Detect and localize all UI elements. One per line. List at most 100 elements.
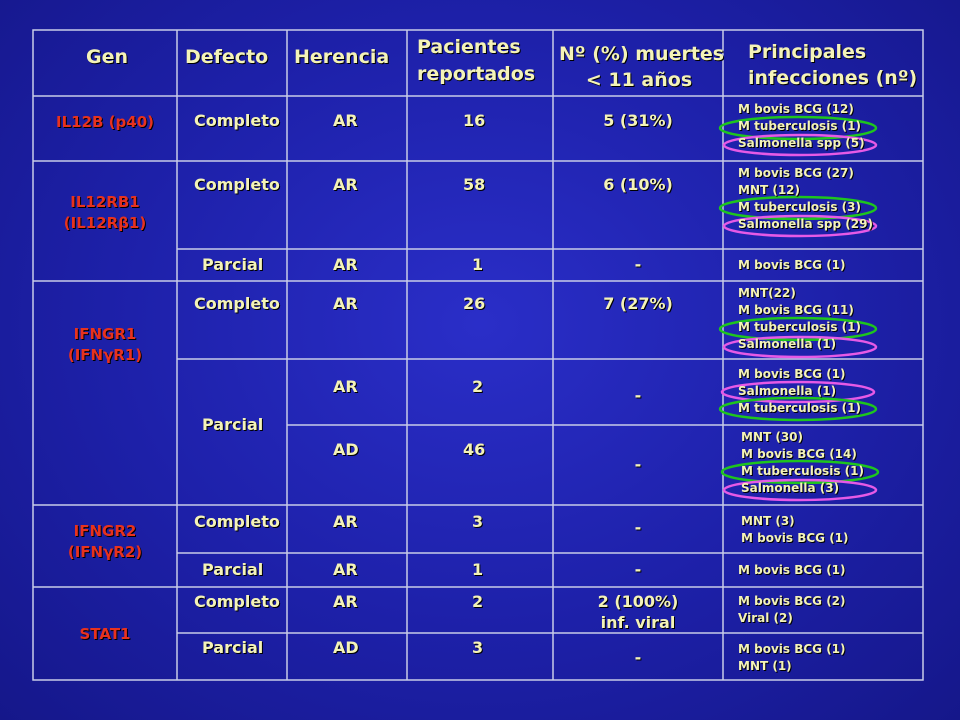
infection-item: M bovis BCG (1) bbox=[738, 367, 846, 381]
cell-defecto: Completo bbox=[194, 512, 280, 531]
cell-herencia: AR bbox=[333, 175, 358, 194]
infection-item: Salmonella (3) bbox=[741, 481, 840, 495]
infection-item: MNT (1) bbox=[738, 659, 792, 673]
highlight-ellipse-green bbox=[720, 459, 880, 485]
cell-infecciones: MNT (3) M bovis BCG (1) bbox=[741, 513, 849, 547]
header-infecciones-2: infecciones (nº) bbox=[748, 67, 918, 89]
highlight-ellipse-magenta bbox=[722, 478, 878, 502]
infection-item: Salmonella (1) bbox=[738, 384, 837, 398]
cell-muertes: 5 (31%) bbox=[603, 111, 673, 130]
header-muertes-1: Nº (%) muertes bbox=[559, 43, 725, 65]
cell-infecciones: M bovis BCG (2) Viral (2) bbox=[738, 593, 846, 627]
cell-pacientes: 1 bbox=[472, 560, 484, 579]
highlight-ellipse-magenta bbox=[720, 380, 876, 404]
cell-herencia: AR bbox=[333, 560, 358, 579]
header-pacientes-1: Pacientes bbox=[417, 36, 521, 58]
infection-item: M bovis BCG (1) bbox=[741, 531, 849, 545]
cell-muertes: - bbox=[634, 518, 642, 537]
cell-muertes-note: inf. viral bbox=[600, 613, 676, 632]
cell-infecciones: M bovis BCG (12) M tuberculosis (1) Salm… bbox=[738, 101, 865, 152]
cell-herencia: AD bbox=[333, 440, 359, 459]
header-herencia: Herencia bbox=[294, 46, 390, 68]
header-muertes-2: < 11 años bbox=[585, 69, 693, 91]
infection-item: M bovis BCG (14) bbox=[741, 447, 857, 461]
highlight-ellipse-magenta bbox=[722, 335, 878, 359]
infection-item: M tuberculosis (1) bbox=[738, 320, 861, 334]
cell-muertes: - bbox=[634, 255, 642, 274]
infection-item: Salmonella (1) bbox=[738, 337, 837, 351]
cell-infecciones: M bovis BCG (1) bbox=[738, 562, 846, 579]
cell-defecto: Parcial bbox=[202, 638, 264, 657]
cell-infecciones: M bovis BCG (1) bbox=[738, 257, 846, 274]
header-gen: Gen bbox=[86, 46, 129, 68]
cell-defecto: Parcial bbox=[202, 415, 264, 434]
cell-infecciones: M bovis BCG (27) MNT (12) M tuberculosis… bbox=[738, 165, 873, 233]
infection-item: M bovis BCG (11) bbox=[738, 303, 854, 317]
cell-pacientes: 26 bbox=[463, 294, 486, 313]
infection-item: M tuberculosis (1) bbox=[738, 119, 861, 133]
gene-ifngr1: IFNGR1 bbox=[73, 325, 137, 343]
infection-item: MNT (30) bbox=[741, 430, 804, 444]
cell-pacientes: 46 bbox=[463, 440, 486, 459]
cell-pacientes: 58 bbox=[463, 175, 486, 194]
cell-defecto: Completo bbox=[194, 294, 280, 313]
infection-item: M bovis BCG (1) bbox=[738, 258, 846, 272]
infection-item: M bovis BCG (1) bbox=[738, 563, 846, 577]
cell-muertes: - bbox=[634, 455, 642, 474]
infection-item: M bovis BCG (2) bbox=[738, 594, 846, 608]
infection-item: M tuberculosis (1) bbox=[741, 464, 864, 478]
infection-item: M tuberculosis (1) bbox=[738, 401, 861, 415]
cell-muertes: 7 (27%) bbox=[603, 294, 673, 313]
infection-item: M bovis BCG (12) bbox=[738, 102, 854, 116]
highlight-ellipse-green bbox=[718, 195, 878, 221]
cell-herencia: AR bbox=[333, 512, 358, 531]
infection-item: M bovis BCG (27) bbox=[738, 166, 854, 180]
cell-infecciones: M bovis BCG (1) Salmonella (1) M tubercu… bbox=[738, 366, 861, 417]
cell-pacientes: 3 bbox=[472, 512, 484, 531]
cell-infecciones: MNT(22) M bovis BCG (11) M tuberculosis … bbox=[738, 285, 861, 353]
highlight-ellipse-green bbox=[718, 115, 878, 141]
cell-herencia: AR bbox=[333, 111, 358, 130]
infection-item: Salmonella spp (5) bbox=[738, 136, 865, 150]
cell-pacientes: 2 bbox=[472, 377, 484, 396]
cell-herencia: AR bbox=[333, 294, 358, 313]
gene-il12b: IL12B (p40) bbox=[56, 113, 154, 131]
infection-item: MNT(22) bbox=[738, 286, 796, 300]
cell-muertes: 2 (100%) bbox=[597, 592, 679, 611]
cell-infecciones: M bovis BCG (1) MNT (1) bbox=[738, 641, 846, 675]
cell-pacientes: 16 bbox=[463, 111, 486, 130]
cell-herencia: AD bbox=[333, 638, 359, 657]
highlight-ellipse-magenta bbox=[722, 133, 878, 157]
highlight-ellipse-green bbox=[718, 316, 878, 342]
gene-ifngr2-alias: (IFNγR2) bbox=[67, 543, 143, 561]
header-defecto: Defecto bbox=[185, 46, 269, 68]
header-infecciones-1: Principales bbox=[748, 41, 867, 63]
cell-herencia: AR bbox=[333, 377, 358, 396]
highlight-ellipse-green bbox=[718, 396, 878, 422]
header-pacientes-2: reportados bbox=[417, 63, 536, 85]
infection-item: M bovis BCG (1) bbox=[738, 642, 846, 656]
cell-defecto: Completo bbox=[194, 592, 280, 611]
cell-muertes: 6 (10%) bbox=[603, 175, 673, 194]
gene-stat1: STAT1 bbox=[79, 625, 131, 643]
cell-pacientes: 1 bbox=[472, 255, 484, 274]
cell-herencia: AR bbox=[333, 255, 358, 274]
highlight-ellipse-magenta bbox=[722, 214, 878, 238]
gene-ifngr2: IFNGR2 bbox=[73, 522, 137, 540]
infection-item: M tuberculosis (3) bbox=[738, 200, 861, 214]
cell-muertes: - bbox=[634, 386, 642, 405]
gene-il12rb1-alias: (IL12Rβ1) bbox=[63, 214, 147, 232]
cell-muertes: - bbox=[634, 560, 642, 579]
infection-item: Salmonella spp (29) bbox=[738, 217, 873, 231]
infection-item: MNT (3) bbox=[741, 514, 795, 528]
gene-il12rb1: IL12RB1 bbox=[70, 193, 140, 211]
cell-muertes: - bbox=[634, 648, 642, 667]
infection-item: MNT (12) bbox=[738, 183, 801, 197]
cell-pacientes: 3 bbox=[472, 638, 484, 657]
cell-defecto: Completo bbox=[194, 111, 280, 130]
cell-defecto: Parcial bbox=[202, 560, 264, 579]
cell-pacientes: 2 bbox=[472, 592, 484, 611]
gene-ifngr1-alias: (IFNγR1) bbox=[67, 346, 143, 364]
table-border bbox=[32, 29, 924, 681]
